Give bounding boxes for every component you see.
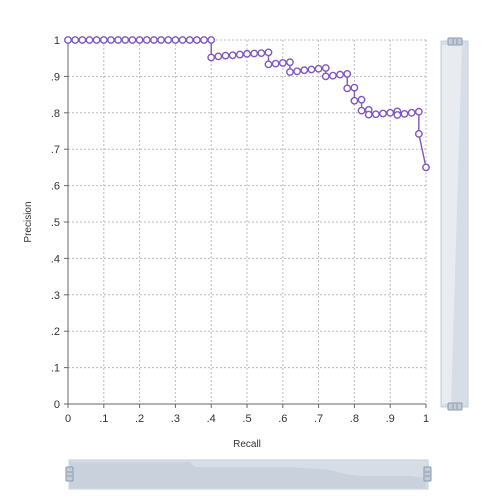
data-point[interactable] (85, 36, 94, 44)
data-point[interactable] (121, 36, 130, 44)
x-zoom-right-handle[interactable] (423, 466, 432, 482)
data-point[interactable] (150, 36, 158, 44)
data-point[interactable] (343, 69, 352, 78)
y-tick-label: .1 (51, 363, 60, 375)
data-point[interactable] (107, 36, 115, 44)
y-tick-label: .6 (51, 181, 60, 193)
y-zoom-preview (442, 45, 462, 404)
data-point[interactable] (257, 49, 266, 58)
x-tick-label: .3 (171, 413, 180, 425)
data-point[interactable] (400, 109, 409, 118)
data-point[interactable] (64, 36, 72, 44)
data-point[interactable] (321, 64, 330, 72)
x-zoom-preview (70, 462, 426, 488)
data-point[interactable] (178, 36, 187, 44)
data-point[interactable] (135, 36, 144, 44)
data-point[interactable] (386, 108, 395, 117)
data-point[interactable] (300, 66, 309, 75)
data-point[interactable] (185, 36, 194, 44)
data-point[interactable] (200, 36, 208, 44)
data-point[interactable] (250, 49, 259, 58)
series-precision-recall (64, 36, 430, 172)
y-zoom-slider[interactable] (440, 37, 469, 411)
x-tick-label: 1 (423, 413, 429, 425)
data-point[interactable] (228, 51, 237, 60)
data-point[interactable] (71, 36, 80, 44)
data-point[interactable] (343, 84, 352, 93)
data-point[interactable] (207, 36, 216, 44)
y-tick-label: 1 (54, 35, 60, 47)
y-tick-label: .2 (51, 326, 60, 338)
data-point[interactable] (207, 53, 216, 62)
x-tick-label: .6 (278, 413, 287, 425)
data-point[interactable] (214, 52, 223, 61)
y-tick-labels: 0 .1 .2 .3 .4 .5 .6 .7 .8 .9 1 (51, 35, 68, 411)
data-point[interactable] (414, 107, 423, 116)
data-point[interactable] (221, 51, 230, 60)
y-tick-label: .5 (51, 217, 60, 229)
data-point[interactable] (422, 163, 430, 172)
data-point[interactable] (264, 48, 273, 57)
data-point[interactable] (293, 67, 302, 76)
data-point[interactable] (235, 50, 244, 59)
data-point[interactable] (329, 71, 337, 80)
y-tick-label: .7 (51, 144, 60, 156)
x-zoom-slider[interactable] (65, 459, 432, 490)
y-tick-label: .9 (51, 71, 60, 83)
data-point[interactable] (371, 110, 380, 119)
y-axis-title: Precision (23, 201, 34, 242)
data-point[interactable] (157, 36, 165, 44)
data-point[interactable] (314, 64, 323, 73)
y-tick-label: .3 (51, 290, 60, 302)
data-point[interactable] (78, 36, 87, 44)
data-point[interactable] (407, 108, 416, 117)
x-tick-label: .5 (242, 413, 251, 425)
data-point[interactable] (192, 36, 201, 44)
x-axis-title: Recall (233, 439, 261, 450)
x-tick-label: .4 (207, 413, 216, 425)
data-point[interactable] (286, 58, 294, 67)
y-tick-label: .8 (51, 108, 60, 120)
y-tick-label: .4 (51, 253, 60, 265)
data-point[interactable] (357, 95, 366, 104)
x-tick-label: .7 (314, 413, 323, 425)
data-point[interactable] (278, 59, 287, 67)
x-tick-labels: 0 .1 .2 .3 .4 .5 .6 .7 .8 .9 1 (65, 404, 429, 425)
data-point[interactable] (114, 36, 123, 44)
data-point[interactable] (307, 65, 316, 74)
y-zoom-bottom-handle[interactable] (447, 402, 463, 411)
grid (68, 39, 427, 404)
data-point[interactable] (321, 72, 330, 81)
y-tick-label: 0 (54, 399, 60, 411)
data-point[interactable] (336, 70, 344, 79)
data-point[interactable] (243, 49, 251, 58)
data-point[interactable] (92, 36, 101, 44)
x-tick-label: .2 (135, 413, 144, 425)
data-point[interactable] (128, 36, 137, 44)
data-point[interactable] (379, 109, 387, 118)
data-point[interactable] (271, 59, 280, 68)
data-point[interactable] (171, 36, 180, 44)
data-point[interactable] (286, 68, 294, 76)
x-tick-label: .8 (350, 413, 359, 425)
data-point[interactable] (264, 60, 273, 69)
y-zoom-top-handle[interactable] (447, 37, 463, 46)
x-zoom-left-handle[interactable] (65, 466, 74, 482)
data-point[interactable] (414, 130, 423, 138)
data-point[interactable] (350, 83, 359, 92)
data-point[interactable] (357, 106, 366, 115)
data-point[interactable] (164, 36, 173, 44)
data-point[interactable] (393, 111, 402, 119)
x-tick-label: .9 (386, 413, 395, 425)
data-point[interactable] (142, 36, 151, 44)
x-tick-label: .1 (99, 413, 108, 425)
x-tick-label: 0 (65, 413, 71, 425)
data-point[interactable] (364, 110, 373, 119)
data-point[interactable] (350, 96, 359, 105)
data-point[interactable] (99, 36, 108, 44)
